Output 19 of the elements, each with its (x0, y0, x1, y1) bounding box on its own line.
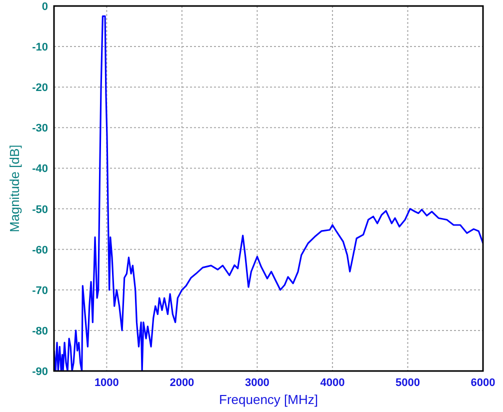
x-tick-label: 6000 (470, 377, 496, 389)
y-tick-label: -80 (32, 325, 48, 338)
x-axis-title: Frequency [MHz] (219, 392, 318, 407)
y-tick-label: -40 (32, 163, 48, 176)
x-tick-label: 4000 (320, 377, 345, 389)
y-tick-label: -20 (32, 82, 48, 94)
x-tick-label: 1000 (94, 377, 119, 389)
y-tick-label: -50 (32, 204, 48, 216)
y-tick-label: -70 (32, 284, 48, 297)
x-tick-label: 2000 (170, 377, 194, 389)
y-tick-label: -30 (32, 122, 48, 135)
y-tick-label: -10 (32, 42, 48, 54)
line-series (54, 15, 483, 371)
y-tick-label: -60 (32, 244, 48, 256)
y-tick-label: 0 (42, 1, 48, 13)
y-tick-label: -90 (32, 366, 48, 378)
y-axis-title: Magnitude [dB] (7, 144, 22, 232)
x-tick-label: 5000 (395, 377, 420, 389)
x-tick-label: 3000 (244, 377, 270, 389)
